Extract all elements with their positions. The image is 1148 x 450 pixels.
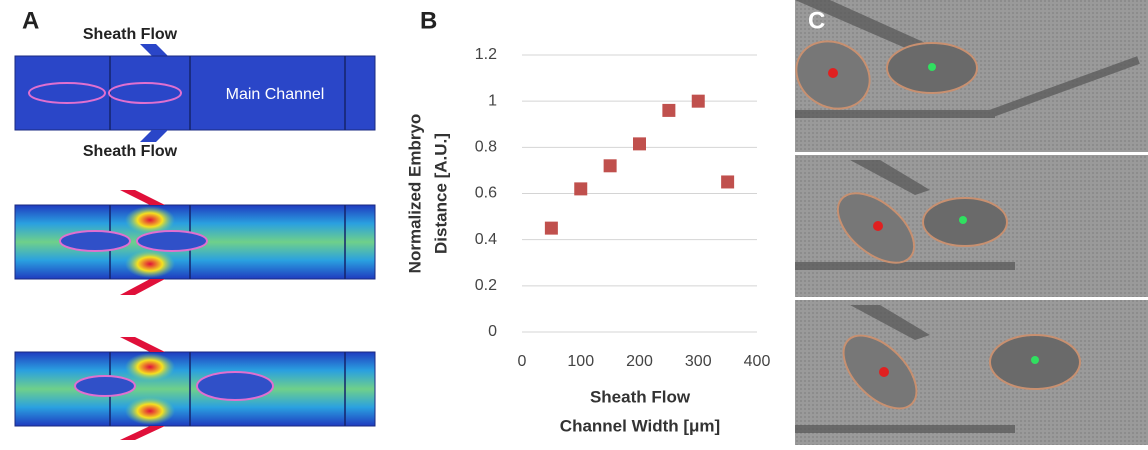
x-axis-label: Sheath Flow	[590, 387, 691, 406]
y-axis-label: Distance [A.U.]	[431, 133, 450, 254]
embryo-outline	[28, 82, 106, 104]
panel-label: B	[420, 7, 437, 34]
panel-label: A	[22, 7, 39, 34]
y-tick-label: 0.2	[475, 277, 497, 294]
y-tick-label: 1	[488, 92, 497, 109]
x-tick-label: 400	[744, 353, 771, 370]
y-tick-label: 0.6	[475, 185, 497, 202]
x-axis-label: Channel Width [μm]	[560, 416, 720, 435]
sheath-label: Sheath Flow	[83, 26, 178, 43]
panel-a: A Sheath Flow Main Channel Sheath Flow	[14, 7, 376, 440]
x-tick-label: 300	[685, 353, 712, 370]
x-tick-label: 200	[626, 353, 653, 370]
x-tick-label: 0	[518, 353, 527, 370]
sheath-arrow	[140, 130, 168, 142]
marker	[574, 182, 588, 196]
marker	[603, 159, 617, 173]
marker	[721, 175, 735, 189]
channel-image	[14, 55, 376, 131]
x-tick-label: 100	[567, 353, 594, 370]
y-axis-label: Normalized Embryo	[405, 114, 424, 274]
marker	[633, 137, 646, 151]
simulation-image	[14, 351, 376, 427]
y-tick-label: 0.8	[475, 139, 497, 156]
marker	[691, 94, 705, 108]
y-tick-label: 1.2	[475, 46, 497, 63]
sheath-arrow	[140, 44, 168, 56]
marker	[662, 103, 676, 117]
micrograph	[795, 300, 1148, 445]
panel-c: C	[795, 0, 1148, 445]
y-tick-label: 0	[488, 323, 497, 340]
embryo-outline	[108, 82, 182, 104]
panel-label: C	[808, 7, 825, 34]
sheath-label: Sheath Flow	[83, 143, 178, 160]
marker	[544, 221, 558, 235]
y-tick-label: 0.4	[475, 231, 497, 248]
channel-label: Main Channel	[226, 86, 325, 103]
